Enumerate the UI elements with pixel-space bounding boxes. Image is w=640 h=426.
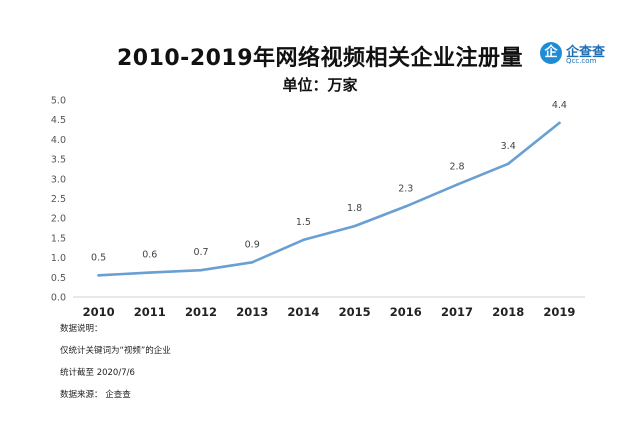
data-point xyxy=(302,238,305,242)
x-tick-label: 2013 xyxy=(236,305,268,319)
data-point xyxy=(97,274,100,277)
data-label: 0.7 xyxy=(193,247,208,258)
y-tick-label: 2.5 xyxy=(51,194,66,205)
logo-domain: Qcc.com xyxy=(566,57,597,65)
y-tick-label: 1.5 xyxy=(51,233,66,244)
notes-heading: 数据说明： xyxy=(60,324,103,334)
data-label: 3.4 xyxy=(501,141,516,152)
series-line xyxy=(97,121,561,277)
data-label: 2.8 xyxy=(449,162,464,173)
data-point xyxy=(148,271,152,274)
y-tick-label: 0.0 xyxy=(51,293,66,304)
data-point xyxy=(506,162,510,166)
x-tick-label: 2018 xyxy=(492,305,524,319)
data-label: 1.5 xyxy=(296,217,311,228)
y-tick-label: 3.0 xyxy=(51,174,66,185)
x-tick-label: 2016 xyxy=(390,305,422,319)
chart-title: 2010-2019年网络视频相关企业注册量 xyxy=(116,46,524,71)
data-point xyxy=(353,224,356,228)
x-tick-label: 2011 xyxy=(134,305,166,319)
logo-name: 企查查 xyxy=(566,45,606,60)
notes-line-1: 仅统计关键词为“视频”的企业 xyxy=(60,346,171,356)
data-point xyxy=(558,121,561,125)
y-tick-label: 3.5 xyxy=(51,155,66,166)
x-tick-label: 2014 xyxy=(287,305,319,319)
notes-line-3: 数据来源： 企查查 xyxy=(60,390,131,400)
y-tick-label: 0.5 xyxy=(51,273,66,284)
y-tick-label: 4.5 xyxy=(51,115,66,126)
chart-unit: 单位：万家 xyxy=(282,76,358,94)
data-point xyxy=(250,261,254,264)
logo-mark-icon: 企 xyxy=(540,42,562,64)
x-tick-label: 2019 xyxy=(543,305,575,319)
x-tick-label: 2012 xyxy=(185,305,217,319)
y-tick-label: 1.0 xyxy=(51,253,66,264)
y-tick-label: 5.0 xyxy=(51,96,66,107)
data-label: 0.6 xyxy=(142,250,157,261)
x-tick-label: 2010 xyxy=(83,305,115,319)
y-tick-label: 2.0 xyxy=(51,214,66,225)
data-label: 1.8 xyxy=(347,203,362,214)
x-tick-label: 2017 xyxy=(441,305,473,319)
qcc-logo: 企 企查查 Qcc.com xyxy=(540,40,620,70)
notes-line-2: 统计截至 2020/7/6 xyxy=(60,368,135,378)
y-tick-label: 4.0 xyxy=(51,135,66,146)
data-point xyxy=(199,268,203,272)
data-label: 0.9 xyxy=(245,239,260,250)
data-label: 0.5 xyxy=(91,252,106,263)
x-tick-label: 2015 xyxy=(339,305,371,319)
data-label: 4.4 xyxy=(552,100,567,111)
data-point xyxy=(455,183,459,187)
data-label: 2.3 xyxy=(398,183,413,194)
data-point xyxy=(404,205,408,208)
